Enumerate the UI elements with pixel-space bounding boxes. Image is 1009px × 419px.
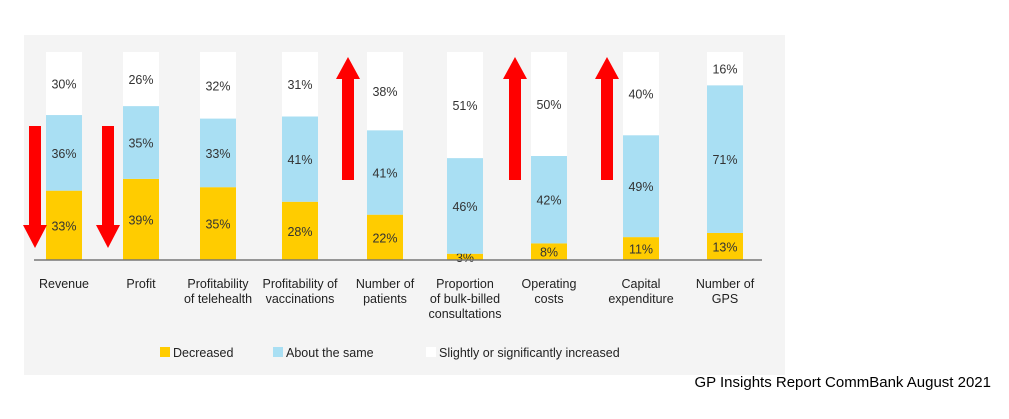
category-label: Profitability of telehealth [184,277,252,306]
bar-segment [707,85,743,233]
data-label: 51% [452,99,477,113]
bar-segment [200,52,236,119]
bar-segment [623,52,659,136]
arrow-down-icon [23,126,47,248]
data-label: 35% [205,218,230,232]
data-label: 3% [456,251,474,265]
category-label: Capital expenditure [608,277,673,306]
legend-label: About the same [286,346,374,360]
data-label: 35% [128,136,153,150]
legend-label: Slightly or significantly increased [439,346,620,360]
data-label: 30% [51,78,76,92]
arrow-up-icon [503,57,527,180]
data-label: 26% [128,73,153,87]
category-label: Number of GPS [696,277,755,306]
legend-swatch [273,347,283,357]
data-label: 39% [128,213,153,227]
legend-label: Decreased [173,346,233,360]
arrow-up-icon [595,57,619,180]
bar-segment [531,156,567,244]
data-label: 38% [372,85,397,99]
bar-segment [123,52,159,107]
bar-segment [282,201,318,260]
data-label: 71% [712,153,737,167]
legend-swatch [160,347,170,357]
data-label: 13% [712,240,737,254]
source-caption: GP Insights Report CommBank August 2021 [694,374,991,391]
data-label: 32% [205,79,230,93]
legend-swatch [426,347,436,357]
bar-segment [447,158,483,254]
bar-segment [623,135,659,238]
category-label: Profit [126,277,156,291]
data-label: 36% [51,147,76,161]
bar-segment [123,178,159,260]
data-label: 49% [628,180,653,194]
data-label: 28% [287,225,312,239]
category-label: Revenue [39,277,89,291]
bar-segment [46,115,82,191]
bar-segment [200,187,236,260]
category-label: Profitability of vaccinations [262,277,338,306]
bar-segment [707,232,743,260]
data-label: 8% [540,246,558,260]
arrow-up-icon [336,57,360,180]
bar-segment [282,116,318,202]
bar-segment [367,52,403,131]
bar-segment [623,237,659,260]
bar-segment [46,190,82,260]
bar-segment [282,52,318,117]
bar-segment [200,118,236,188]
data-label: 46% [452,200,477,214]
arrow-down-icon [96,126,120,248]
data-label: 33% [205,147,230,161]
category-label: Proportion of bulk-billed consultations [429,277,502,321]
data-label: 31% [287,78,312,92]
category-label: Operating costs [522,277,577,306]
bar-segment [123,106,159,179]
bar-segment [531,243,567,260]
data-label: 50% [536,98,561,112]
bar-segment [531,52,567,156]
bar-segment [447,52,483,159]
data-label: 16% [712,63,737,77]
bar-segment [46,52,82,116]
category-label: Number of patients [356,277,415,306]
data-label: 42% [536,194,561,208]
bar-segment [367,130,403,215]
bar-segment [447,253,483,260]
bar-segment [367,214,403,260]
data-label: 22% [372,231,397,245]
data-label: 41% [287,153,312,167]
data-label: 11% [629,243,653,257]
data-label: 40% [628,88,653,102]
bar-segment [707,52,743,86]
data-label: 33% [51,219,76,233]
data-label: 41% [372,166,397,180]
